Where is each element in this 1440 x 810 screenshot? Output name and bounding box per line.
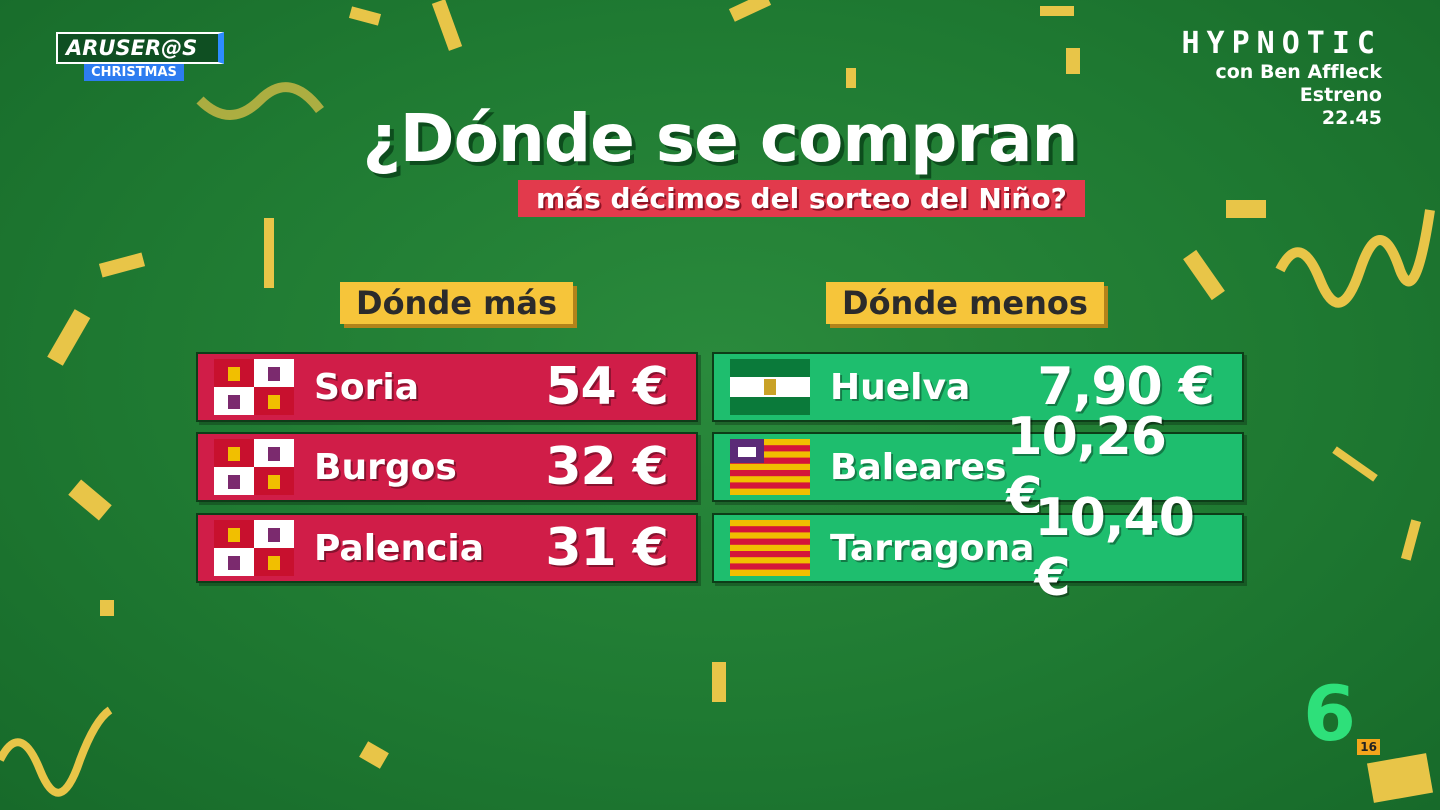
place-name: Soria	[314, 366, 420, 408]
subtitle: más décimos del sorteo del Niño?	[518, 180, 1085, 217]
flag	[214, 359, 294, 415]
amount: 54 €	[545, 357, 669, 417]
flag	[730, 359, 810, 415]
table-row: Soria 54 €	[196, 352, 698, 422]
place-name: Baleares	[830, 446, 1007, 488]
column-heading: Dónde más	[340, 282, 574, 324]
amount: 32 €	[545, 437, 669, 497]
promo-line: con Ben Affleck	[1215, 61, 1382, 83]
place-name: Huelva	[830, 366, 971, 408]
place-name: Burgos	[314, 446, 457, 488]
promo-line: Estreno	[1299, 84, 1382, 106]
promo-line: 22.45	[1321, 107, 1382, 129]
promo-title: HYPNOTIC	[1181, 26, 1382, 61]
table-row: Huelva 7,90 €	[712, 352, 1244, 422]
table-row: Tarragona 10,40 €	[712, 488, 1244, 608]
flag	[214, 520, 294, 576]
show-logo: ARUSER@S CHRISTMAS	[56, 32, 224, 81]
flag	[730, 439, 810, 495]
promo: HYPNOTIC con Ben Affleck Estreno 22.45	[1182, 26, 1383, 130]
amount: 31 €	[545, 518, 669, 578]
channel-logo: 6	[1303, 669, 1356, 758]
table-row: Burgos 32 €	[196, 432, 698, 502]
age-rating: 16	[1357, 739, 1380, 755]
title: ¿Dónde se compran	[362, 100, 1079, 177]
table-row: Palencia 31 €	[196, 513, 698, 583]
flag	[214, 439, 294, 495]
place-name: Tarragona	[830, 527, 1035, 569]
logo-subtitle: CHRISTMAS	[84, 64, 184, 81]
column-heading: Dónde menos	[826, 282, 1104, 324]
amount: 7,90 €	[1037, 357, 1215, 417]
table-row: Baleares 10,26 €	[712, 407, 1244, 527]
place-name: Palencia	[314, 527, 485, 569]
amount: 10,40 €	[1034, 488, 1194, 608]
flag	[730, 520, 810, 576]
logo-title: ARUSER@S	[56, 32, 224, 64]
